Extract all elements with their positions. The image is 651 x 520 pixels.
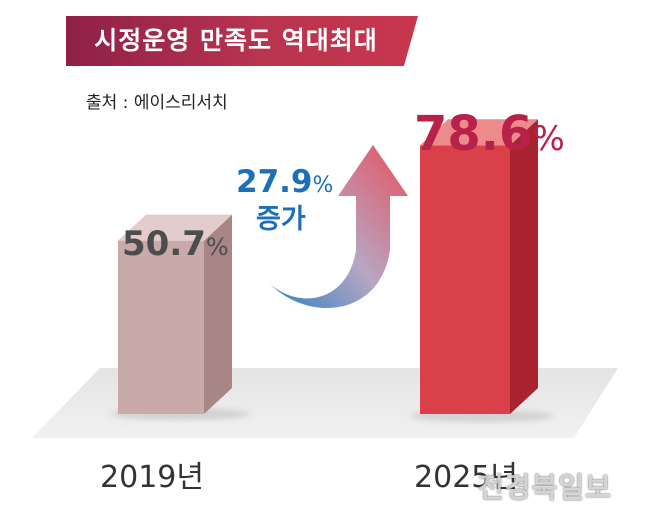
increase-arrow-icon: [270, 145, 408, 309]
title-banner: 시정운영 만족도 역대최대: [66, 16, 418, 66]
category-label-2025: 2025년: [414, 460, 518, 495]
page-title: 시정운영 만족도 역대최대: [94, 26, 378, 55]
bar-2025-top: [420, 119, 538, 146]
value-label-2025: 78.6%: [414, 106, 565, 162]
bar-2025-front: [420, 145, 510, 415]
source-text: 출처 : 에이스리서치: [86, 93, 228, 113]
bar-2025-side: [510, 119, 538, 415]
bar-2019-side: [204, 214, 232, 414]
bar-2025: [420, 119, 538, 415]
bar-2019-top: [118, 214, 232, 241]
increase-value-label: 27.9%: [236, 164, 333, 200]
value-label-2019: 50.7%: [122, 224, 229, 264]
watermark-logo: 전경북일보: [478, 471, 612, 504]
bar-2019-front: [118, 240, 204, 414]
category-label-2019: 2019년: [100, 460, 204, 495]
increase-text-label: 증가: [256, 204, 306, 235]
bar-2019: [118, 214, 232, 414]
